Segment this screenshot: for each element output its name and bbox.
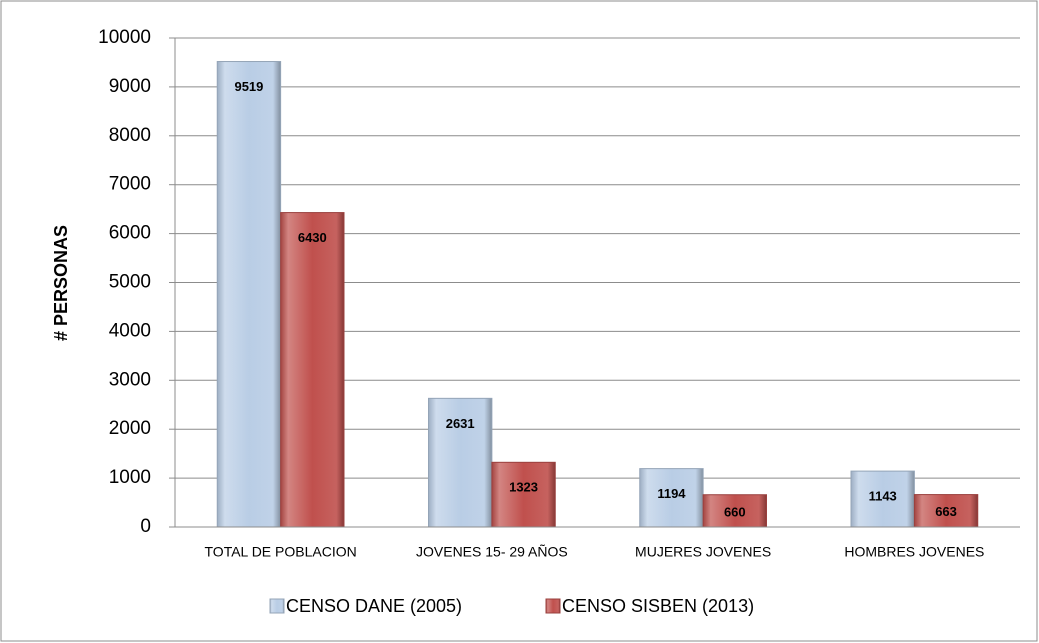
y-tick-label: 4000 [109,320,151,341]
y-tick-label: 2000 [109,418,151,439]
y-tick-label: 9000 [109,76,151,97]
data-label: 663 [935,504,957,519]
y-tick-label: 5000 [109,272,151,293]
data-label: 660 [724,504,746,519]
bar [639,468,704,528]
x-tick-label: TOTAL DE POBLACION [205,544,357,560]
y-axis-title: # PERSONAS [51,225,71,341]
y-tick-label: 10000 [98,27,151,48]
data-label: 1143 [869,489,897,504]
data-label: 2631 [446,416,475,431]
y-tick-label: 0 [140,516,151,537]
bar [428,397,493,528]
data-label: 1323 [509,480,538,495]
data-label: 1194 [657,486,686,501]
y-tick-label: 7000 [109,174,151,195]
y-tick-label: 6000 [109,223,151,244]
y-tick-label: 1000 [109,467,151,488]
x-tick-label: MUJERES JOVENES [635,544,771,560]
x-tick-label: JOVENES 15- 29 AÑOS [416,544,568,560]
data-label: 6430 [298,230,327,245]
bar [280,212,345,528]
bar [491,461,556,528]
x-tick-label: HOMBRES JOVENES [844,544,984,560]
legend-swatch [269,598,285,614]
y-tick-label: 3000 [109,369,151,390]
bar [216,61,282,528]
bar [913,494,979,528]
legend-swatch [545,598,561,614]
bar [850,470,915,528]
y-tick-label: 8000 [109,125,151,146]
legend-label: CENSO DANE (2005) [286,596,462,616]
legend-label: CENSO SISBEN (2013) [562,596,754,616]
data-label: 9519 [234,79,263,94]
